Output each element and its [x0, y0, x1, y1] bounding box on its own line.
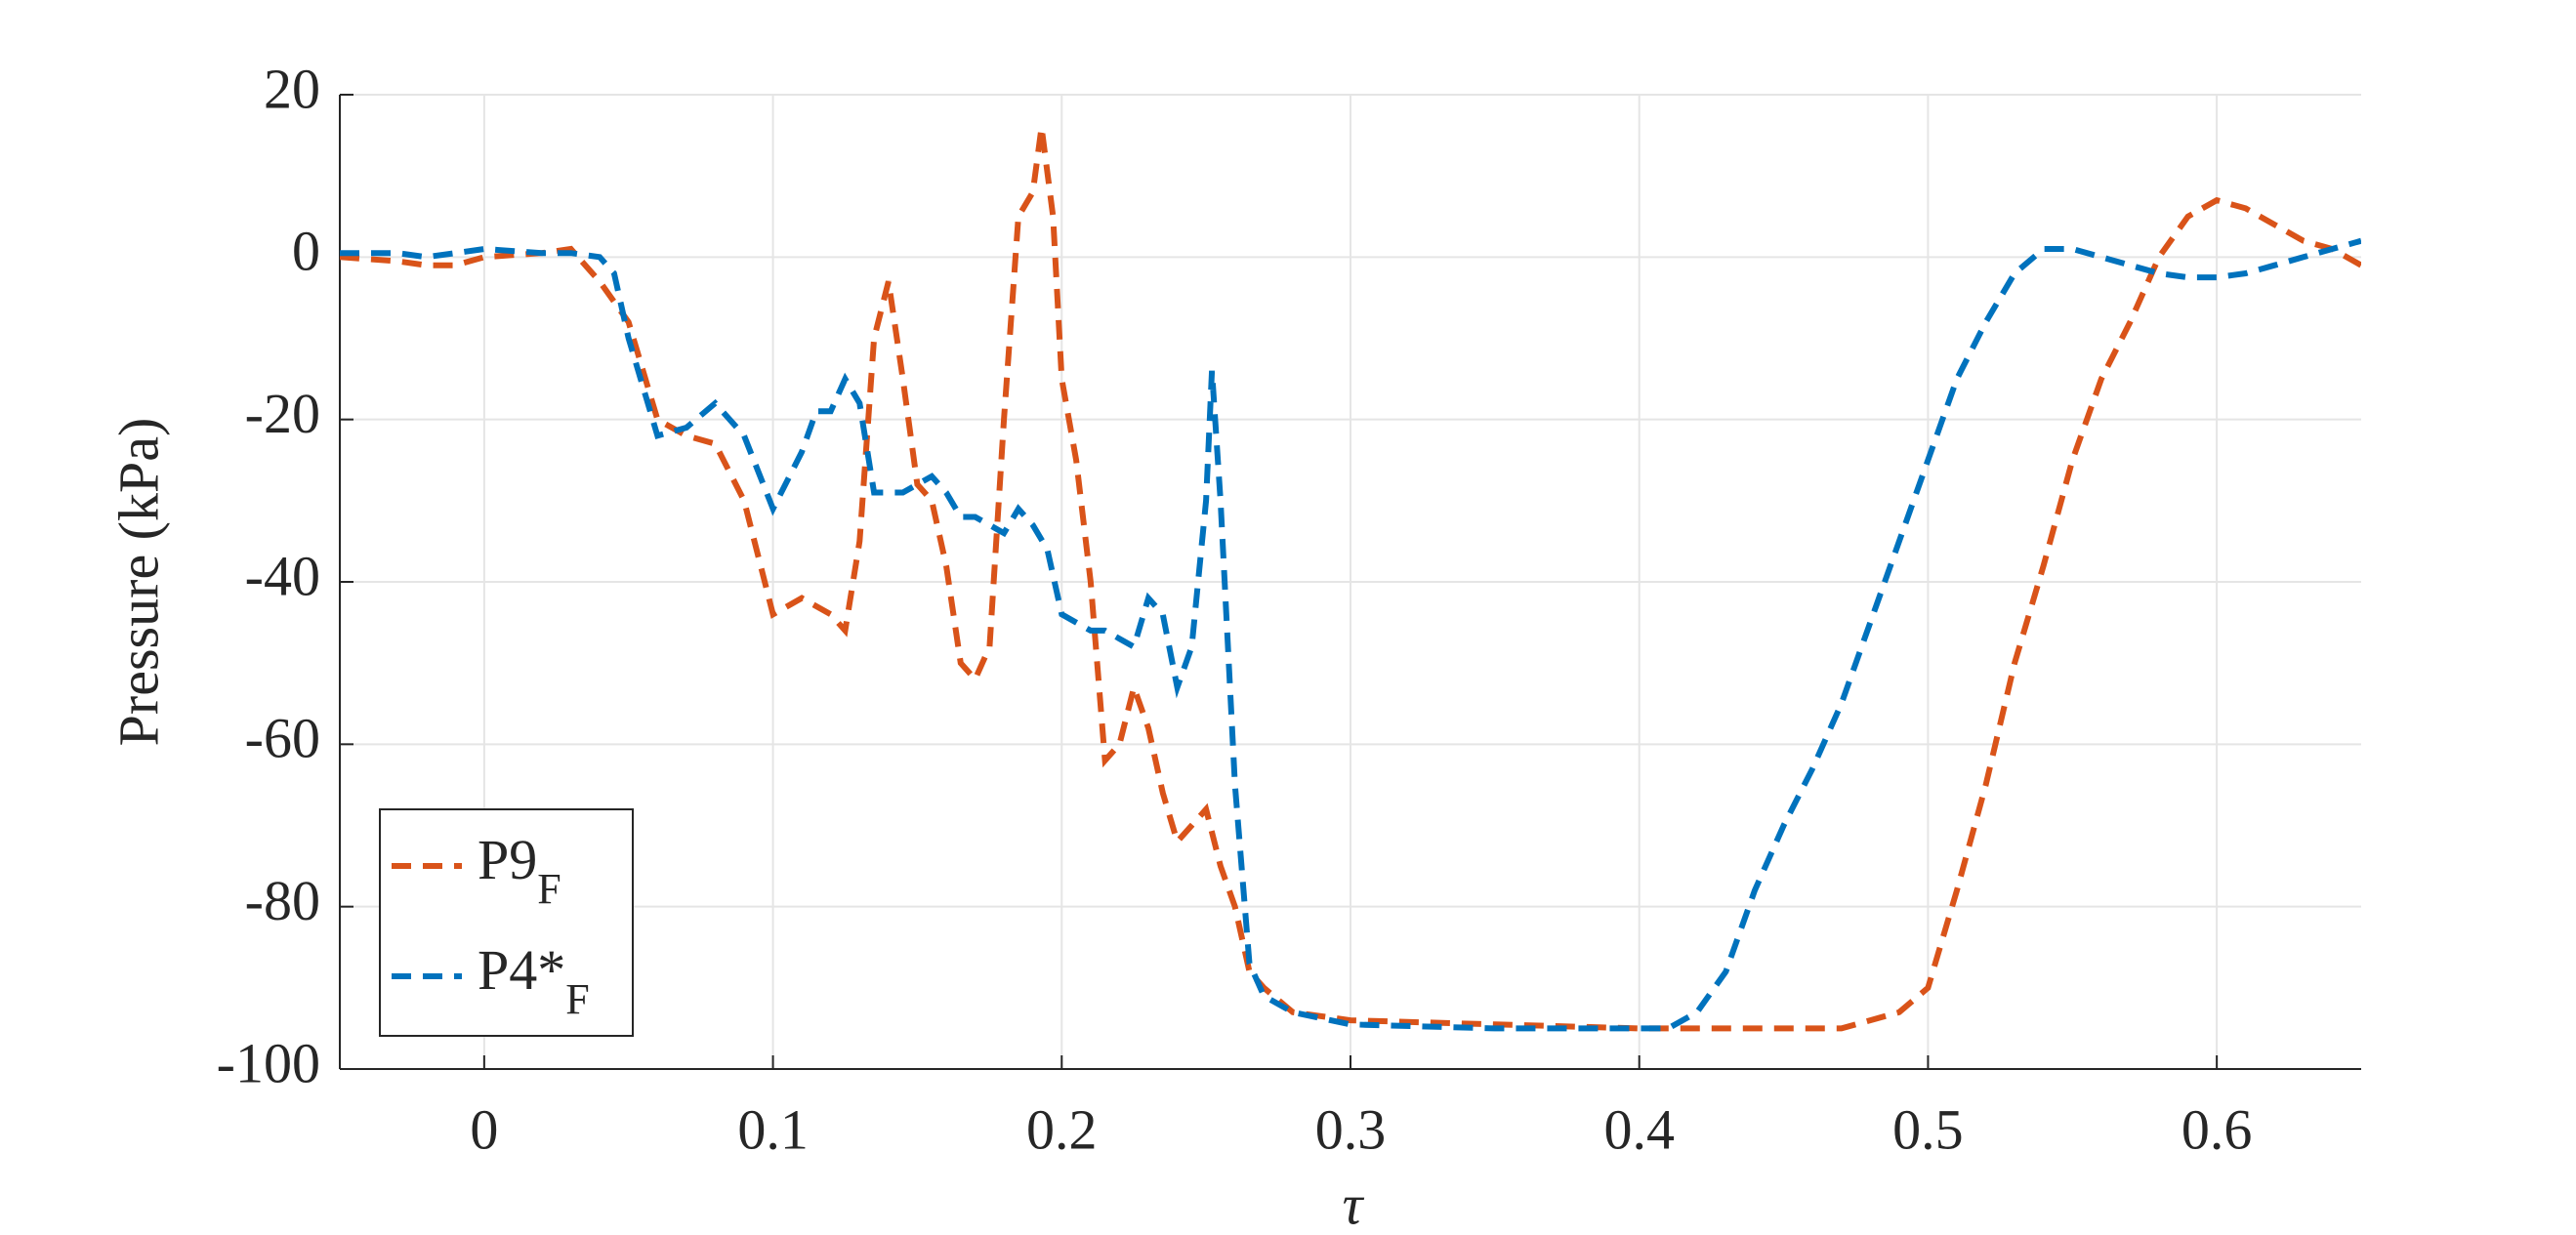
x-axis-label: τ — [1343, 1173, 1365, 1235]
x-tick-label: 0.5 — [1892, 1097, 1964, 1161]
y-tick-label: -80 — [245, 869, 320, 932]
y-tick-label: -100 — [217, 1031, 320, 1094]
y-axis-label: Pressure (kPa) — [106, 418, 170, 747]
y-tick-label: -20 — [245, 382, 320, 445]
x-tick-label: 0.3 — [1315, 1097, 1387, 1161]
series-line — [340, 126, 2361, 1032]
y-tick-label: -40 — [245, 544, 320, 607]
x-tick-label: 0.4 — [1603, 1097, 1675, 1161]
y-tick-label: 20 — [264, 57, 320, 120]
x-tick-label: 0 — [470, 1097, 498, 1161]
legend-name: P9 — [478, 828, 537, 891]
series-line — [340, 237, 2361, 1032]
legend-label: P9F — [478, 828, 561, 913]
legend-name: P4* — [478, 938, 565, 1002]
x-tick-label: 0.1 — [737, 1097, 809, 1161]
legend-box — [379, 808, 634, 1037]
legend-subscript: F — [537, 865, 561, 913]
x-tick-label: 0.6 — [2181, 1097, 2253, 1161]
y-tick-label: 0 — [292, 220, 320, 283]
legend-subscript: F — [565, 975, 589, 1023]
legend-label: P4*F — [478, 938, 590, 1023]
y-tick-label: -60 — [245, 707, 320, 770]
x-tick-label: 0.2 — [1026, 1097, 1098, 1161]
